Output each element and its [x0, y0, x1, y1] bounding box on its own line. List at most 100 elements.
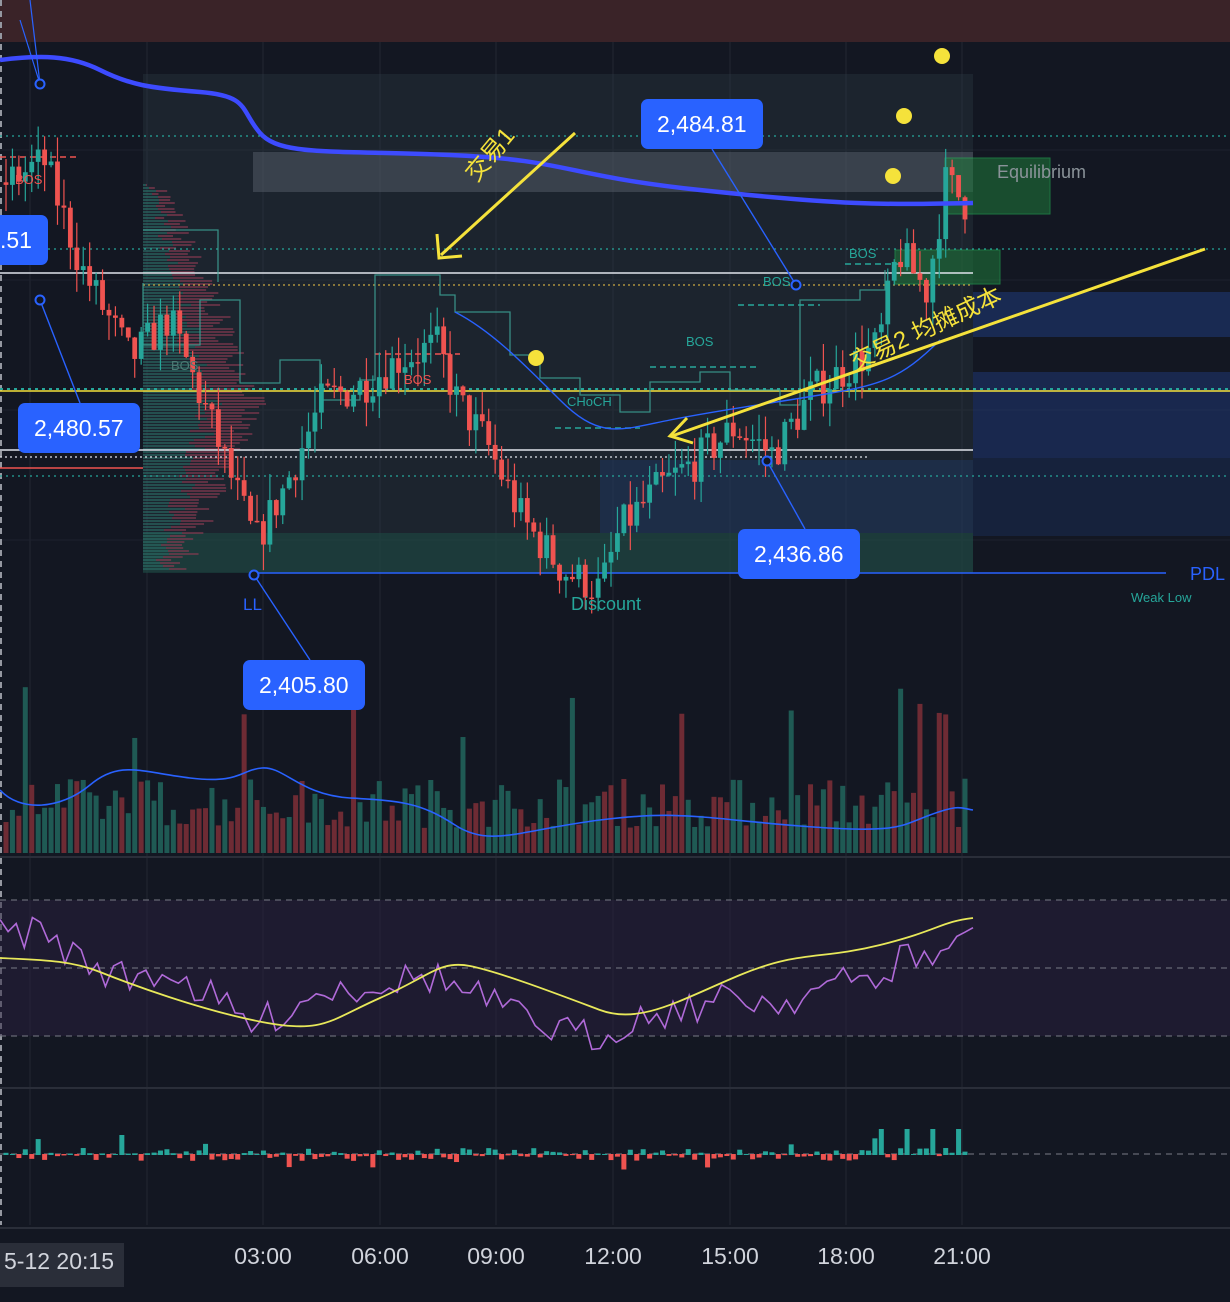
hist-bar — [531, 1148, 537, 1155]
volume-bar — [42, 807, 48, 853]
hist-bar — [801, 1154, 807, 1157]
hist-bar — [544, 1151, 550, 1155]
volume-bar — [16, 815, 22, 853]
hist-bar — [267, 1154, 273, 1158]
hist-bar — [318, 1154, 324, 1157]
volume-bar — [685, 799, 691, 853]
volume-bar — [402, 788, 408, 853]
volume-bar — [576, 824, 582, 853]
volume-bar — [164, 825, 170, 853]
volume-bar — [563, 787, 569, 853]
candle-body — [389, 358, 395, 389]
candle-body — [164, 314, 170, 336]
hist-bar — [711, 1154, 717, 1159]
candle-body — [306, 431, 311, 449]
rsi-panel — [0, 899, 1230, 1051]
volume-bar — [936, 712, 942, 853]
volume-bar — [814, 805, 820, 853]
volume-bar — [241, 714, 247, 853]
price-tag-left-cut: .51 — [0, 215, 48, 265]
hist-bar — [260, 1150, 266, 1155]
hist-bar — [737, 1149, 743, 1155]
candle-body — [634, 501, 640, 526]
liquidity-zone-2 — [973, 372, 1230, 458]
candle-body — [87, 266, 93, 286]
candle-body — [724, 422, 730, 443]
anchor-dot-2 — [248, 569, 260, 581]
candle-body — [898, 261, 904, 268]
volume-bar — [441, 807, 447, 853]
trade2-arrow — [671, 247, 1206, 438]
candle-body — [325, 383, 331, 386]
volume-bar — [518, 809, 524, 853]
candle-body — [531, 522, 537, 532]
candle-body — [621, 504, 627, 534]
volume-bar — [808, 784, 814, 853]
volume-bar — [383, 820, 389, 853]
hist-bar — [743, 1153, 749, 1155]
candle-body — [273, 500, 279, 516]
volume-bar — [801, 824, 807, 853]
volume-bar — [286, 817, 292, 853]
volume-bar — [80, 779, 86, 853]
volume-bar — [48, 807, 54, 853]
signal-dot-1 — [896, 108, 912, 124]
volume-bar — [318, 799, 324, 853]
time-tick-0900: 09:00 — [467, 1243, 525, 1269]
top-red-band — [0, 0, 1230, 42]
hist-bar — [447, 1154, 453, 1160]
volume-bar — [621, 778, 627, 853]
volume-bar — [859, 795, 865, 853]
volume-bar — [312, 793, 318, 853]
candle-body — [48, 161, 54, 166]
volume-bar — [434, 791, 440, 853]
candle-body — [151, 322, 157, 350]
volume-bar — [917, 703, 923, 853]
candle-body — [550, 535, 556, 565]
hist-bar — [248, 1151, 254, 1155]
candle-body — [364, 380, 369, 403]
volume-bar — [499, 785, 505, 853]
hist-bar — [865, 1150, 871, 1155]
hist-bar — [67, 1153, 73, 1155]
volume-bar — [737, 780, 743, 853]
candle-body — [267, 500, 273, 545]
candle-body — [788, 418, 794, 422]
candle-body — [286, 477, 292, 489]
candle-body — [473, 414, 479, 431]
candle-body — [743, 437, 749, 441]
time-tick-0300: 03:00 — [234, 1243, 292, 1269]
candle-body — [479, 414, 485, 422]
hist-bar — [672, 1154, 678, 1156]
volume-bar — [717, 797, 723, 853]
marker-line-high — [711, 148, 797, 286]
hist-bar — [685, 1149, 691, 1155]
hist-bar — [505, 1154, 511, 1156]
hist-bar — [943, 1148, 949, 1155]
hist-bar — [376, 1150, 382, 1155]
hist-bar — [286, 1154, 292, 1168]
volume-bar — [132, 737, 138, 853]
volume-bar — [730, 779, 736, 853]
volume-bar — [415, 785, 421, 853]
candle-body — [222, 446, 228, 449]
volume-bar — [795, 795, 801, 853]
hist-bar — [61, 1154, 67, 1156]
hist-bar — [402, 1154, 408, 1158]
candle-body — [679, 464, 685, 468]
trade1-arrowhead — [435, 233, 463, 260]
candle-body — [170, 310, 176, 336]
weak-low-label: Weak Low — [1131, 590, 1192, 605]
hist-bar — [640, 1149, 646, 1155]
hist-bar — [602, 1153, 608, 1155]
hist-bar — [87, 1153, 93, 1155]
blue-band-line — [454, 311, 941, 430]
candle-body — [878, 324, 884, 333]
hist-bar — [273, 1154, 279, 1157]
candle-body — [653, 472, 659, 485]
hist-bar — [762, 1151, 768, 1155]
time-tick-1500: 15:00 — [701, 1243, 759, 1269]
volume-bar — [550, 825, 556, 853]
